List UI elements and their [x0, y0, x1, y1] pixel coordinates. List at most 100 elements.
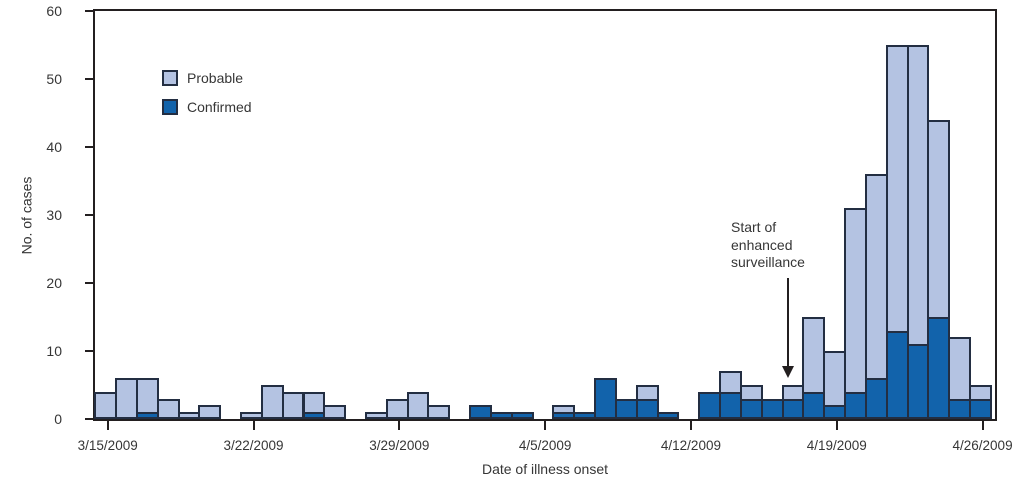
legend-item-probable: Probable: [162, 70, 252, 86]
y-tick-label-20: 20: [46, 275, 62, 291]
bar-segment-confirmed-4/10: [635, 398, 659, 419]
x-tick-label-4/12/2009: 4/12/2009: [660, 438, 721, 453]
y-tick-10: [85, 350, 93, 352]
bar-segment-confirmed-4/3: [489, 412, 513, 419]
bar-segment-probable-3/28: [364, 412, 388, 419]
legend-label-confirmed: Confirmed: [187, 99, 252, 115]
legend-item-confirmed: Confirmed: [162, 99, 252, 115]
bars-layer: [94, 11, 995, 419]
x-tick-4/26/2009: [981, 421, 984, 430]
bar-segment-probable-4/21: [864, 174, 888, 379]
confirmed-swatch-icon: [162, 99, 178, 115]
bar-3/24: [281, 391, 305, 419]
y-tick-50: [85, 78, 93, 80]
bar-3/19: [177, 412, 201, 419]
x-tick-label-3/22/2009: 3/22/2009: [223, 438, 284, 453]
annotation-text: Start of enhanced surveillance: [731, 219, 805, 272]
bar-segment-confirmed-4/21: [864, 378, 888, 419]
bar-3/16: [115, 378, 138, 419]
bar-segment-confirmed-3/25: [302, 412, 326, 419]
bar-4/16: [760, 398, 784, 419]
bar-segment-probable-4/6: [552, 405, 576, 413]
y-tick-20: [85, 282, 93, 284]
y-tick-label-60: 60: [46, 3, 62, 19]
bar-segment-confirmed-4/25: [948, 398, 972, 419]
bar-4/23: [906, 45, 930, 419]
bar-3/23: [260, 385, 284, 419]
legend-label-probable: Probable: [187, 70, 244, 86]
bar-segment-probable-3/23: [260, 385, 284, 419]
bar-4/14: [719, 371, 742, 419]
y-tick-label-40: 40: [46, 139, 62, 155]
bar-segment-probable-3/19: [177, 412, 201, 419]
y-tick-40: [85, 146, 93, 148]
y-tick-label-0: 0: [54, 411, 62, 427]
x-tick-label-4/26/2009: 4/26/2009: [952, 438, 1013, 453]
y-tick-label-30: 30: [46, 207, 62, 223]
bar-segment-confirmed-4/17: [781, 398, 805, 419]
x-tick-4/19/2009: [835, 421, 838, 430]
bar-segment-confirmed-3/17: [135, 412, 159, 419]
bar-segment-probable-4/24: [927, 119, 951, 317]
bar-4/8: [594, 378, 617, 419]
bar-segment-confirmed-4/4: [510, 412, 534, 419]
bar-segment-probable-4/22: [885, 45, 909, 331]
bar-segment-probable-4/26: [969, 385, 992, 399]
bar-segment-probable-4/18: [802, 317, 826, 392]
bar-segment-probable-3/22: [240, 412, 263, 419]
bar-3/18: [156, 398, 180, 419]
bar-segment-confirmed-4/18: [802, 391, 826, 419]
bar-4/21: [864, 174, 888, 419]
bar-segment-confirmed-4/14: [719, 391, 742, 419]
bar-segment-probable-4/14: [719, 371, 742, 392]
bar-segment-probable-4/17: [781, 385, 805, 399]
bar-4/25: [948, 337, 972, 419]
bar-4/15: [739, 385, 763, 419]
bar-segment-confirmed-4/19: [823, 405, 847, 419]
bar-4/3: [489, 412, 513, 419]
y-tick-label-10: 10: [46, 343, 62, 359]
bar-3/15: [94, 391, 118, 419]
y-tick-30: [85, 214, 93, 216]
x-tick-label-4/19/2009: 4/19/2009: [806, 438, 867, 453]
x-tick-4/5/2009: [544, 421, 547, 430]
bar-3/26: [323, 405, 347, 419]
bar-segment-confirmed-4/2: [469, 405, 492, 419]
bar-segment-probable-3/26: [323, 405, 347, 419]
bar-4/17: [781, 385, 805, 419]
x-tick-label-3/15/2009: 3/15/2009: [77, 438, 138, 453]
bar-segment-confirmed-4/24: [927, 317, 951, 419]
bar-segment-confirmed-4/15: [739, 398, 763, 419]
x-axis-title: Date of illness onset: [481, 461, 609, 477]
bar-4/19: [823, 351, 847, 419]
bar-3/29: [385, 398, 409, 419]
bar-segment-probable-3/31: [427, 405, 451, 419]
bar-segment-confirmed-4/23: [906, 344, 930, 419]
bar-segment-probable-3/29: [385, 398, 409, 419]
bar-4/26: [969, 385, 992, 419]
bar-3/31: [427, 405, 451, 419]
bar-segment-confirmed-4/11: [656, 412, 680, 419]
bar-segment-confirmed-4/6: [552, 412, 576, 419]
bar-segment-probable-3/24: [281, 391, 305, 419]
x-tick-3/15/2009: [106, 421, 109, 430]
bar-segment-probable-3/15: [94, 391, 118, 419]
bar-4/20: [844, 208, 867, 419]
bar-segment-probable-4/20: [844, 208, 867, 392]
bar-4/10: [635, 385, 659, 419]
annotation-line-1: Start of: [731, 219, 777, 235]
bar-segment-probable-4/23: [906, 45, 930, 345]
x-tick-label-3/29/2009: 3/29/2009: [369, 438, 430, 453]
bar-4/18: [802, 317, 826, 419]
bar-3/28: [364, 412, 388, 419]
x-tick-3/22/2009: [252, 421, 255, 430]
bar-4/24: [927, 119, 951, 419]
bar-4/7: [573, 412, 597, 419]
bar-segment-probable-3/18: [156, 398, 180, 419]
bar-segment-confirmed-4/26: [969, 398, 992, 419]
bar-segment-probable-3/16: [115, 378, 138, 419]
bar-segment-probable-3/20: [198, 405, 222, 419]
bar-4/2: [469, 405, 492, 419]
bar-segment-probable-3/30: [406, 391, 430, 419]
x-tick-label-4/5/2009: 4/5/2009: [518, 438, 572, 453]
